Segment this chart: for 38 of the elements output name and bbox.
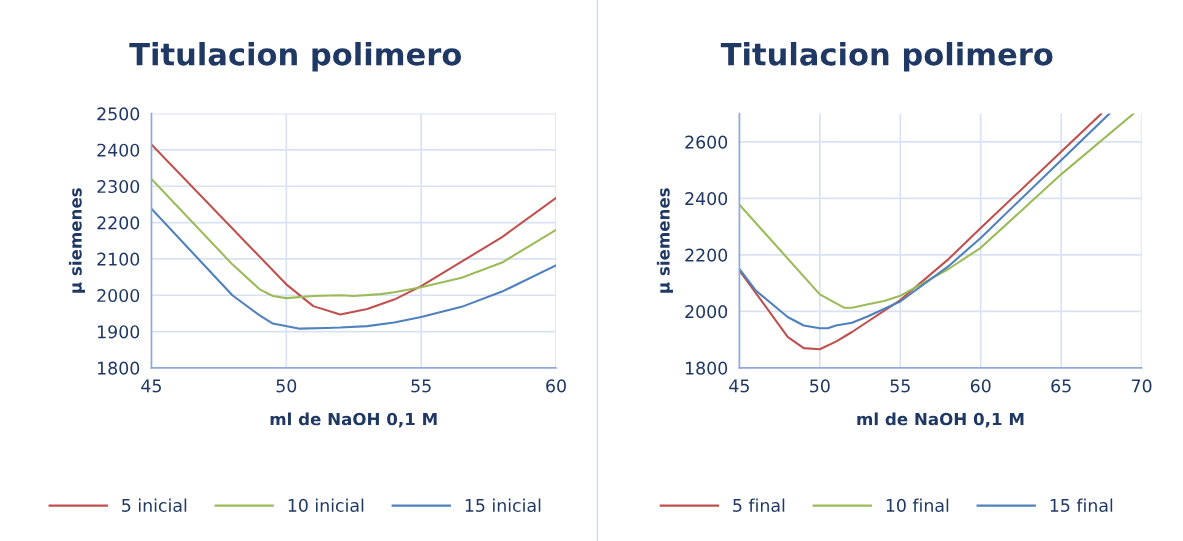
legend-label: 15 final <box>1050 498 1113 512</box>
legend-label: 10 inicial <box>288 498 364 512</box>
x-tick-label: 55 <box>890 379 910 393</box>
legend-label: 5 inicial <box>122 498 187 512</box>
y-tick-label: 2500 <box>97 107 140 121</box>
y-tick-label: 2000 <box>685 305 728 319</box>
y-axis-title: μ siemenes <box>68 188 86 293</box>
y-tick-label: 2400 <box>97 143 140 157</box>
legend-label: 10 final <box>886 498 949 512</box>
x-tick-label: 50 <box>276 379 297 393</box>
y-tick-label: 1800 <box>685 361 728 375</box>
chart-title: Titulacion polimero <box>720 42 1053 72</box>
line-series <box>151 207 557 330</box>
y-tick-label: 2400 <box>685 192 728 206</box>
y-axis-title: μ siemenes <box>656 188 673 293</box>
y-tick-label: 2300 <box>97 179 140 194</box>
x-tick-label: 50 <box>810 379 830 393</box>
x-tick-label: 70 <box>1131 379 1152 393</box>
y-tick-label: 1800 <box>98 361 140 375</box>
chart-title: Titulacion polimero <box>129 42 462 72</box>
y-tick-label: 2200 <box>97 216 140 230</box>
x-tick-label: 65 <box>1051 379 1071 393</box>
y-tick-label: 2200 <box>685 248 728 262</box>
legend-label: 15 inicial <box>465 498 541 512</box>
line-series <box>151 143 557 316</box>
x-axis-title: ml de NaOH 0,1 M <box>857 412 1024 428</box>
y-tick-label: 1900 <box>98 325 140 339</box>
y-tick-label: 2100 <box>97 252 140 266</box>
x-tick-label: 45 <box>729 379 749 393</box>
x-tick-label: 60 <box>970 379 991 393</box>
x-tick-label: 45 <box>141 379 161 393</box>
y-tick-label: 2600 <box>685 135 728 149</box>
legend-label: 5 final <box>733 498 785 512</box>
y-tick-label: 2000 <box>97 288 140 303</box>
x-axis-title: ml de NaOH 0,1 M <box>270 412 437 428</box>
x-tick-label: 60 <box>546 379 566 393</box>
x-tick-label: 55 <box>411 379 431 393</box>
line-series <box>151 177 557 300</box>
